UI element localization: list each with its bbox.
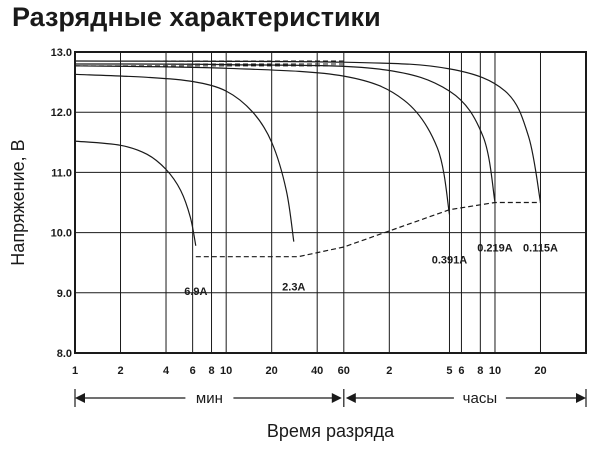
arrow-head-left [75,393,85,403]
chart-title: Разрядные характеристики [12,2,381,32]
discharge-curve [74,60,542,203]
series-label: 0.115A [523,243,558,255]
hours-range-label: часы [463,390,497,407]
y-tick-label: 11.0 [51,167,72,179]
x-tick-label: 20 [534,365,546,377]
y-tick-label: 8.0 [57,348,72,360]
minutes-range-label: мин [196,390,223,407]
arrow-head-right [576,393,586,403]
y-tick-label: 12.0 [51,107,72,119]
x-tick-label: 10 [489,365,501,377]
discharge-curve [74,73,295,242]
discharge-curve [74,65,451,215]
plot-frame [74,51,587,354]
x-tick-label: 40 [311,365,323,377]
y-tick-label: 13.0 [51,47,72,59]
tick-labels: 8.09.010.011.012.013.01 2 4 6 8 10 20 40 60 2 5 6 8 1… [51,47,547,377]
x-tick-label: 2 [386,365,392,377]
arrow-head-left [345,393,356,403]
x-tick-label: 60 [338,365,350,377]
x-axis-title: Время разряда [267,421,395,441]
series-label: 6.9A [184,286,207,298]
discharge-curves [74,60,542,246]
x-tick-label: 2 [117,365,123,377]
x-tick-label: 4 [163,365,170,377]
x-tick-label: 20 [266,365,278,377]
x-tick-label: 6 [190,365,196,377]
x-tick-label: 10 [220,365,232,377]
cutoff-voltage-line [195,201,541,258]
y-axis-title: Напряжение, В [8,139,28,265]
y-tick-label: 9.0 [57,288,72,300]
series-label: 0.219A [477,243,513,255]
x-tick-label: 5 [446,365,452,377]
y-tick-label: 10.0 [51,228,72,240]
cutoff-voltage-line [75,60,541,258]
time-range-arrows [74,389,587,407]
x-tick-label: 1 [72,365,78,377]
series-labels: 6.9A 2.3A 0.391A 0.219A 0.115A [184,243,558,298]
x-tick-label: 8 [208,365,214,377]
x-tick-label: 8 [477,365,483,377]
discharge-curve [74,140,197,246]
series-label: 0.391A [432,255,468,267]
arrow-head-right [331,393,342,403]
x-tick-label: 6 [458,365,464,377]
series-label: 2.3A [282,282,305,294]
discharge-curve [74,63,496,203]
